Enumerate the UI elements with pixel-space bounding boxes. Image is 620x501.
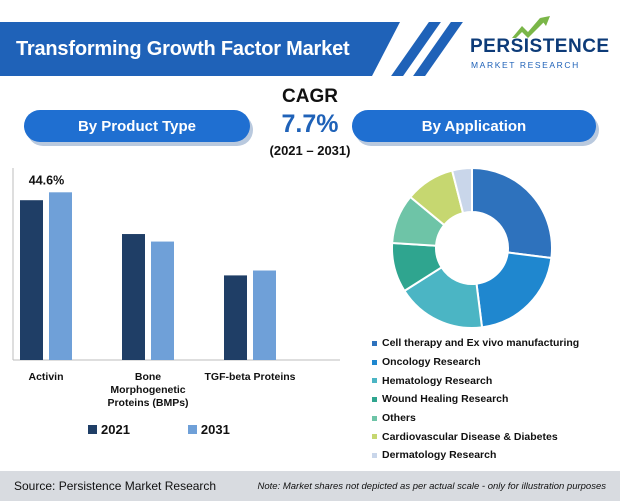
legend-item-2021: 2021 xyxy=(88,422,130,437)
legend-item: Cell therapy and Ex vivo manufacturing xyxy=(372,334,579,353)
x-tick-label: Activin xyxy=(28,371,63,383)
legend-label: Wound Healing Research xyxy=(382,393,509,406)
section-pill-product-type: By Product Type xyxy=(24,110,250,142)
page-title: Transforming Growth Factor Market xyxy=(16,37,350,60)
footer-source: Source: Persistence Market Research xyxy=(14,479,217,493)
legend-label: Cell therapy and Ex vivo manufacturing xyxy=(382,337,580,350)
legend-label: Dermatology Research xyxy=(382,449,497,462)
legend-item: Dermatology Research xyxy=(372,446,579,465)
logo-name: PERSISTENCE xyxy=(470,36,610,57)
cagr-value: 7.7% xyxy=(281,110,339,138)
legend-item: Oncology Research xyxy=(372,353,579,372)
legend-label: 2031 xyxy=(200,422,230,437)
legend-item: Wound Healing Research xyxy=(372,390,579,409)
x-tick-label: Bone xyxy=(135,371,161,383)
legend-label: Hematology Research xyxy=(382,374,493,387)
legend-swatch xyxy=(372,434,377,440)
bar-2031-0 xyxy=(49,192,72,360)
section-pill-application: By Application xyxy=(352,110,596,142)
donut-slice-6 xyxy=(450,166,473,215)
footer-bar: Source: Persistence Market Research Note… xyxy=(0,471,620,501)
legend-swatch xyxy=(372,378,377,384)
legend-swatch xyxy=(187,425,197,434)
donut-chart-legend: Cell therapy and Ex vivo manufacturing On… xyxy=(372,334,579,465)
title-banner: Transforming Growth Factor Market xyxy=(0,22,400,76)
cagr-block: CAGR 7.7% (2021 – 2031) xyxy=(230,86,390,158)
legend-swatch xyxy=(372,340,377,346)
donut-slice-0 xyxy=(471,166,553,260)
legend-label: Others xyxy=(382,412,416,425)
donut-slice-1 xyxy=(475,251,553,329)
legend-swatch xyxy=(372,452,377,458)
legend-label: 2021 xyxy=(101,422,130,437)
bar-chart-legend: 2021 2031 xyxy=(88,422,288,437)
logo-mark-icon xyxy=(512,16,550,38)
x-tick-label: TGF-beta Proteins xyxy=(204,371,295,383)
legend-item: Cardiovascular Disease & Diabetes xyxy=(372,427,579,446)
legend-item: Others xyxy=(372,409,579,428)
cagr-label: CAGR xyxy=(282,86,338,107)
data-label: 44.6% xyxy=(29,173,64,187)
legend-item: Hematology Research xyxy=(372,371,579,390)
bar-2021-0 xyxy=(20,200,43,360)
bar-2021-1 xyxy=(122,234,145,360)
legend-swatch xyxy=(372,396,377,402)
legend-item-2031: 2031 xyxy=(187,422,230,437)
legend-swatch xyxy=(372,415,377,421)
legend-swatch xyxy=(372,359,377,365)
company-logo: PERSISTENCE MARKET RESEARCH xyxy=(470,14,610,78)
application-donut-chart xyxy=(391,166,553,329)
bar-2021-2 xyxy=(224,275,247,360)
x-tick-label: Morphogenetic xyxy=(110,384,185,396)
x-tick-label: Proteins (BMPs) xyxy=(107,397,188,409)
legend-label: Cardiovascular Disease & Diabetes xyxy=(382,430,558,443)
bar-2031-2 xyxy=(253,270,276,360)
cagr-period: (2021 – 2031) xyxy=(269,143,351,158)
logo-tagline: MARKET RESEARCH xyxy=(471,60,580,70)
bar-2031-1 xyxy=(151,241,174,360)
legend-label: Oncology Research xyxy=(382,356,481,369)
legend-swatch xyxy=(88,425,97,434)
footer-note: Note: Market shares not depicted as per … xyxy=(257,480,606,492)
